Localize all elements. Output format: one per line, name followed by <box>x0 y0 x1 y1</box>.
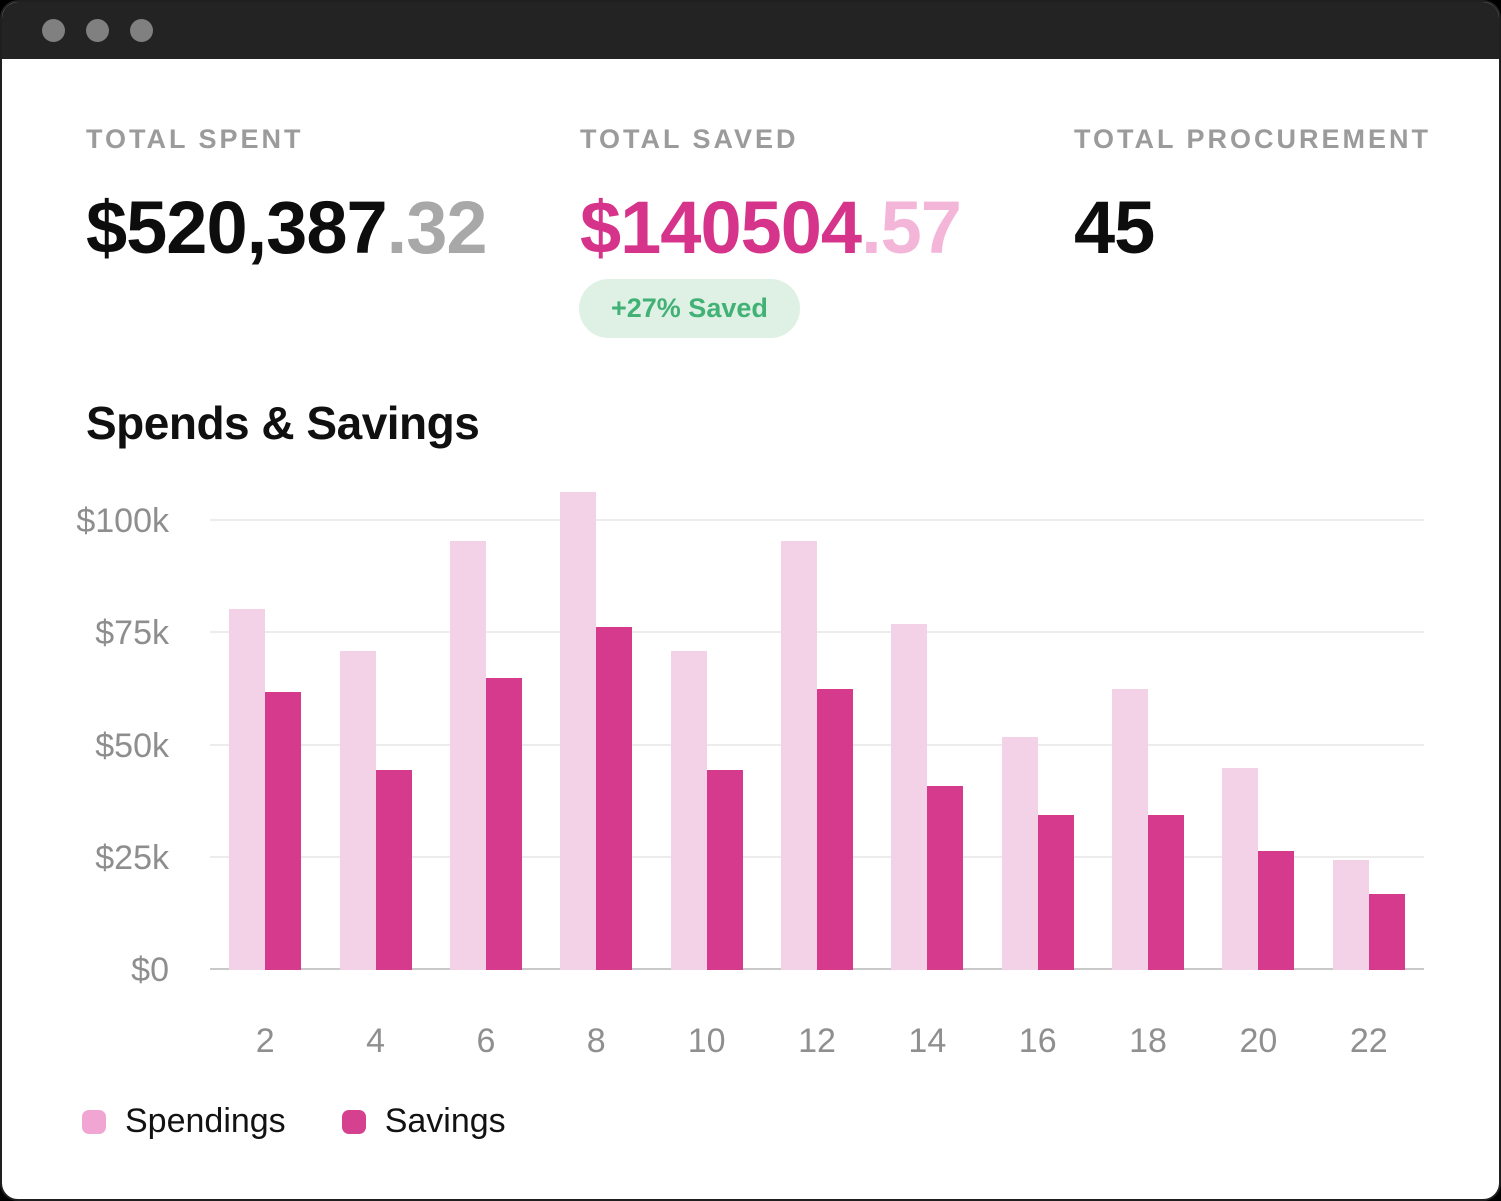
stat-value-fraction: .57 <box>861 186 962 269</box>
gridline <box>210 631 1424 634</box>
stat-label: TOTAL PROCUREMENT <box>1074 124 1432 154</box>
x-axis-tick-label: 6 <box>476 1022 496 1060</box>
stat-label: TOTAL SAVED <box>580 124 799 154</box>
savings-bar <box>816 689 853 970</box>
savings-bar <box>485 678 522 970</box>
bar-group-18 <box>1093 465 1203 970</box>
window-control-dot-icon[interactable] <box>42 19 65 42</box>
y-axis-tick-label: $100k <box>76 502 169 540</box>
x-axis-tick-label: 20 <box>1239 1022 1278 1060</box>
savings-bar <box>1037 815 1074 970</box>
y-axis-tick-label: $75k <box>95 614 169 653</box>
plot-area <box>210 465 1424 970</box>
savings-bar <box>265 691 302 970</box>
stat-value: $140504.57 <box>580 185 962 270</box>
stat-value-fraction: .32 <box>386 186 488 269</box>
savings-bar <box>1258 851 1295 970</box>
savings-bar <box>927 785 964 970</box>
bar-group-2 <box>210 465 320 970</box>
bar-group-20 <box>1203 465 1313 970</box>
savings-bar <box>1368 893 1405 970</box>
x-axis-tick-label: 22 <box>1349 1022 1388 1060</box>
bar-group-12 <box>762 465 872 970</box>
legend-item-spendings[interactable]: Spendings <box>82 1102 286 1141</box>
spendings-bar <box>1112 689 1149 970</box>
savings-bar <box>596 626 633 970</box>
window-control-dot-icon[interactable] <box>130 19 153 42</box>
x-axis-tick-label: 4 <box>366 1022 385 1060</box>
x-axis-tick-label: 16 <box>1018 1022 1057 1060</box>
bar-group-22 <box>1314 465 1424 970</box>
bar-group-16 <box>983 465 1093 970</box>
chart-title: Spends & Savings <box>86 397 480 449</box>
legend-swatch <box>341 1109 366 1134</box>
x-axis-tick-label: 14 <box>908 1022 947 1060</box>
bar-group-8 <box>541 465 651 970</box>
chart-legend: Spendings Savings <box>82 1102 506 1141</box>
legend-label: Spendings <box>125 1102 286 1140</box>
window-titlebar <box>2 2 1499 59</box>
x-axis-tick-label: 2 <box>255 1022 275 1060</box>
legend-label: Savings <box>384 1102 506 1140</box>
y-axis-tick-label: $0 <box>131 951 169 989</box>
x-axis-tick-label: 12 <box>798 1022 836 1060</box>
savings-bar <box>375 770 412 970</box>
stat-total-spent: TOTAL SPENT $520,387.32 <box>86 124 488 270</box>
spendings-bar <box>229 608 266 970</box>
x-axis-tick-label: 8 <box>586 1022 606 1060</box>
stat-value-main: $520,387 <box>86 186 388 269</box>
legend-swatch <box>82 1109 106 1134</box>
bar-group-6 <box>431 465 541 970</box>
stat-value: $520,387.32 <box>86 185 488 270</box>
stat-total-saved: TOTAL SAVED $140504.57 <box>580 124 962 270</box>
x-axis: 2 4 6 8 10 12 14 16 18 20 22 <box>210 1022 1424 1061</box>
bar-group-10 <box>651 465 761 970</box>
legend-item-savings[interactable]: Savings <box>341 1102 506 1141</box>
spendings-bar <box>560 491 597 970</box>
x-axis-tick-label: 10 <box>687 1022 726 1060</box>
y-axis-tick-label: $50k <box>95 726 169 765</box>
spendings-bar <box>1332 860 1369 970</box>
spendings-bar <box>339 651 376 970</box>
bars <box>210 465 1424 970</box>
spendings-bar <box>780 541 817 970</box>
spendings-bar <box>449 541 486 970</box>
window-control-dot-icon[interactable] <box>86 19 109 42</box>
gridline <box>210 519 1424 521</box>
spendings-bar <box>1222 767 1259 970</box>
bar-group-4 <box>320 465 430 970</box>
stat-value: 45 <box>1074 186 1155 269</box>
stat-value-main: $140504 <box>580 186 862 269</box>
stat-label: TOTAL SPENT <box>86 124 304 154</box>
savings-bar <box>1148 815 1185 970</box>
y-axis-tick-label: $25k <box>95 838 169 877</box>
stat-total-procurement: TOTAL PROCUREMENT 45 <box>1074 124 1431 270</box>
spendings-bar <box>1001 736 1038 970</box>
savings-badge: +27% Saved <box>579 279 800 338</box>
spendings-bar <box>670 651 707 970</box>
savings-bar <box>706 770 743 970</box>
bar-group-14 <box>872 465 982 970</box>
spendings-bar <box>891 624 928 970</box>
x-axis-tick-label: 18 <box>1129 1022 1167 1060</box>
